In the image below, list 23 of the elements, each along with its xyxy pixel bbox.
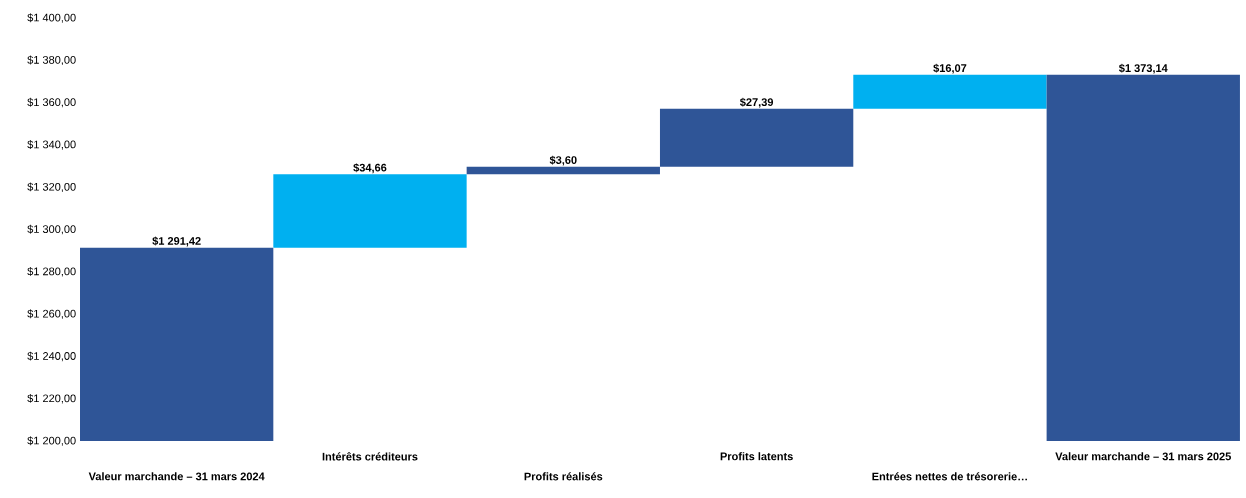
x-tick-label: Entrées nettes de trésorerie… [872, 472, 1027, 481]
y-tick-label: $1 360,00 [27, 97, 76, 108]
x-tick-label: Profits réalisés [524, 472, 603, 481]
x-tick-label: Profits latents [720, 452, 793, 461]
data-label: $34,66 [353, 163, 387, 174]
data-label: $16,07 [933, 63, 967, 74]
x-tick-label: Intérêts créditeurs [322, 452, 418, 461]
y-tick-label: $1 280,00 [27, 267, 76, 277]
data-label: $3,60 [549, 155, 577, 166]
y-tick-label: $1 400,00 [27, 13, 76, 23]
y-tick-label: $1 220,00 [27, 393, 76, 404]
y-tick-label: $1 240,00 [27, 351, 76, 362]
y-tick-label: $1 340,00 [27, 140, 76, 150]
x-tick-label: Valeur marchande – 31 mars 2024 [88, 472, 265, 481]
y-tick-label: $1 300,00 [27, 224, 76, 235]
data-label: $1 291,42 [152, 236, 201, 247]
data-label: $27,39 [739, 97, 774, 108]
data-label: $1 373,14 [1118, 63, 1168, 74]
y-tick-label: $1 200,00 [27, 436, 76, 446]
x-tick-label: Valeur marchande – 31 mars 2025 [1055, 452, 1231, 461]
y-tick-label: $1 260,00 [27, 309, 76, 319]
y-tick-label: $1 380,00 [27, 55, 76, 66]
y-tick-label: $1 320,00 [27, 182, 76, 192]
